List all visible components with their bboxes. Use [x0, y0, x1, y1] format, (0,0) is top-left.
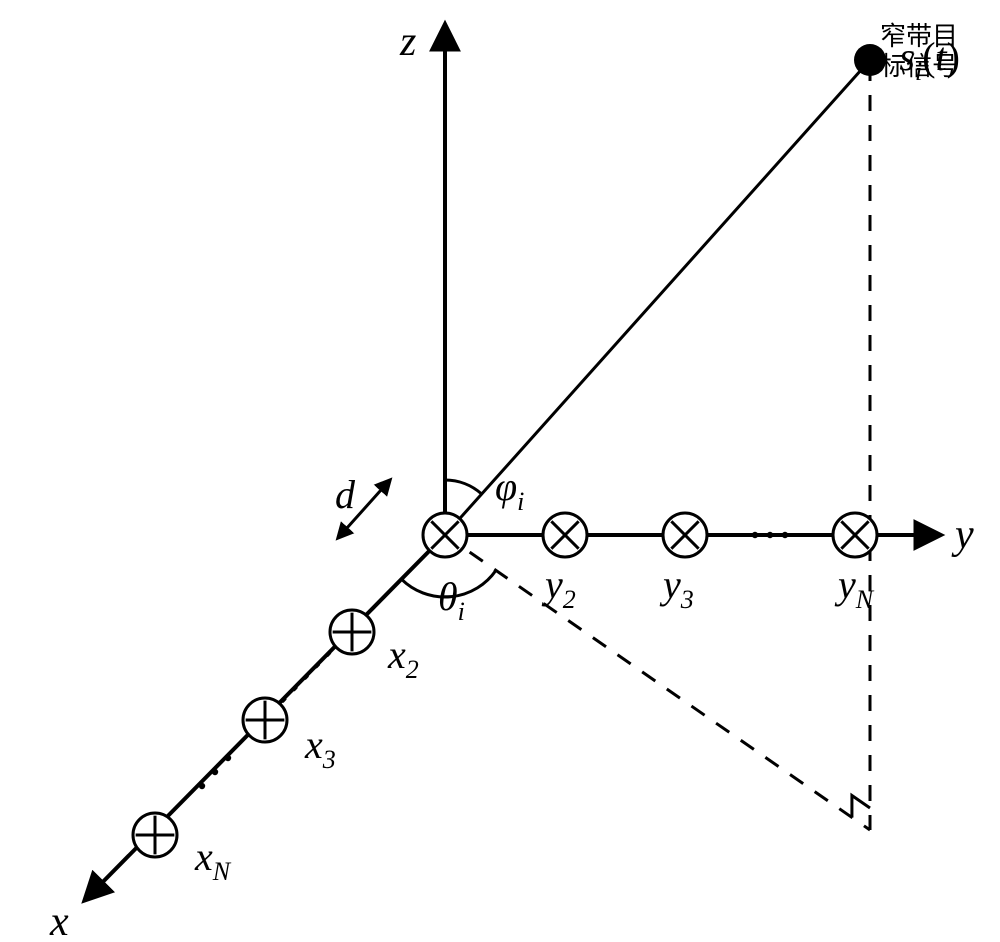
svg-text:y: y [951, 512, 974, 558]
svg-text:si(t): si(t) [899, 34, 960, 86]
svg-text:d: d [335, 472, 356, 517]
svg-text:z: z [399, 19, 416, 65]
svg-text:x: x [49, 899, 69, 942]
